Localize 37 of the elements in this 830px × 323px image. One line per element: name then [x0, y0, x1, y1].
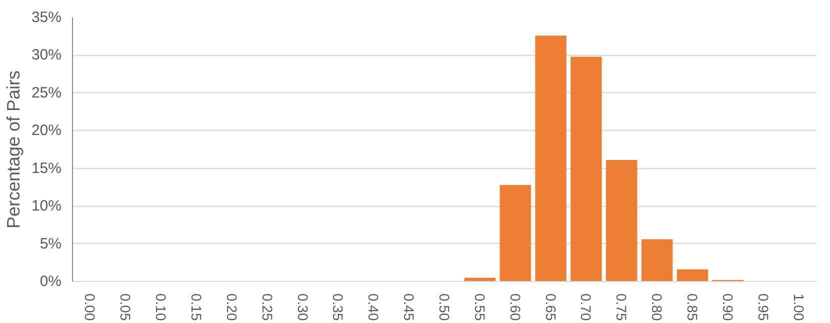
bar: [606, 160, 638, 282]
y-tick-label: 5%: [40, 235, 62, 252]
x-tick-label: 0.65: [542, 294, 559, 321]
x-tick-label: 0.40: [366, 294, 382, 321]
x-tick-label: 0.05: [118, 294, 134, 321]
x-tick-label: 0.85: [684, 294, 700, 321]
x-tick-label: 0.00: [82, 294, 98, 321]
y-tick-label: 30%: [31, 46, 62, 64]
bar: [535, 36, 566, 282]
x-tick-label: 0.30: [294, 294, 311, 321]
x-tick-label: 0.60: [507, 294, 524, 321]
bar: [570, 56, 602, 282]
y-tick-label: 10%: [31, 198, 62, 215]
bar: [464, 278, 496, 282]
bar: [641, 239, 673, 282]
x-tick-label: 0.55: [472, 294, 488, 321]
y-tick-label: 25%: [31, 84, 62, 102]
y-axis-title: Percentage of Pairs: [3, 70, 24, 229]
x-tick-label: 0.45: [401, 294, 418, 321]
bar: [500, 184, 531, 282]
x-tick-label: 1.00: [790, 294, 807, 321]
x-tick-label: 0.75: [614, 294, 630, 321]
x-tick-label: 0.50: [436, 294, 452, 321]
y-tick-label: 20%: [31, 122, 62, 140]
x-tick-label: 0.25: [259, 294, 276, 321]
x-tick-label: 0.70: [578, 294, 594, 321]
x-tick-label: 0.15: [188, 294, 204, 321]
x-tick-label: 0.80: [649, 294, 666, 321]
bar: [676, 269, 708, 282]
x-tick-label: 0.20: [224, 294, 240, 321]
y-tick-label: 15%: [31, 160, 62, 177]
y-tick-label: 0%: [40, 273, 62, 290]
y-tick-label: 35%: [31, 9, 62, 26]
x-tick-label: 0.35: [330, 294, 346, 321]
x-tick-label: 0.10: [153, 294, 170, 321]
x-tick-label: 0.95: [755, 294, 772, 321]
x-tick-label: 0.90: [720, 294, 736, 321]
